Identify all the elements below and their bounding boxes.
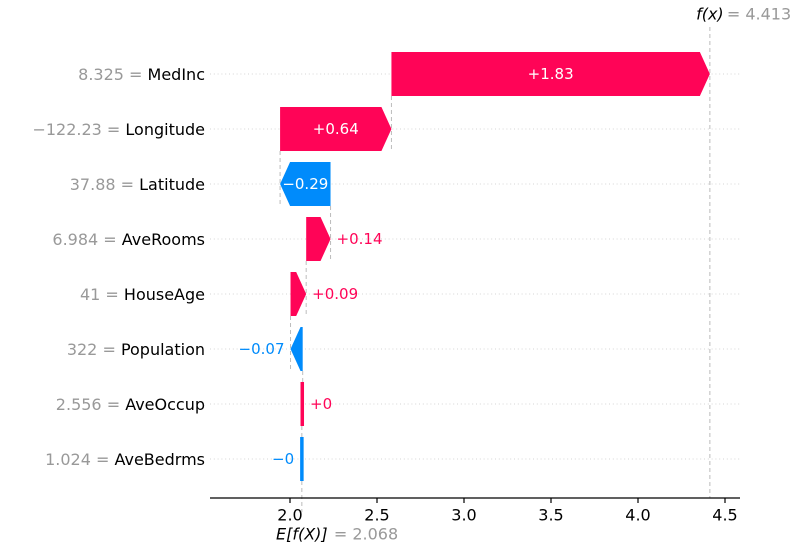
bar-HouseAge xyxy=(290,272,307,316)
bar-label-Longitude: +0.64 xyxy=(313,120,359,138)
xtick-label-4.5: 4.5 xyxy=(712,506,737,525)
bar-label-AveOccup: +0 xyxy=(310,395,332,413)
fx-value: = 4.413 xyxy=(727,5,791,24)
feature-label-AveRooms: 6.984 = AveRooms xyxy=(52,230,205,249)
base-value-value: = 2.068 xyxy=(334,525,398,544)
feature-label-HouseAge: 41 = HouseAge xyxy=(80,285,205,304)
fx-label: f(x) xyxy=(696,5,724,24)
bar-Longitude xyxy=(280,107,392,151)
bar-label-Latitude: −0.29 xyxy=(282,175,328,193)
xtick-label-3.5: 3.5 xyxy=(538,506,563,525)
xtick-label-2.5: 2.5 xyxy=(364,506,389,525)
xtick-label-4.0: 4.0 xyxy=(625,506,650,525)
bar-Population xyxy=(290,327,303,371)
feature-label-Longitude: −122.23 = Longitude xyxy=(32,120,205,139)
bar-label-Population: −0.07 xyxy=(239,340,285,358)
feature-label-MedInc: 8.325 = MedInc xyxy=(78,65,205,84)
bar-AveOccup xyxy=(300,382,305,426)
xtick-label-2.0: 2.0 xyxy=(277,506,302,525)
bar-label-AveBedrms: −0 xyxy=(272,450,294,468)
bar-label-MedInc: +1.83 xyxy=(528,65,574,83)
bar-MedInc xyxy=(391,52,710,96)
bar-Latitude xyxy=(280,162,331,206)
bar-label-HouseAge: +0.09 xyxy=(312,285,358,303)
bar-AveBedrms xyxy=(300,437,304,481)
base-value-label: E[f(X)] xyxy=(276,525,328,544)
feature-label-Latitude: 37.88 = Latitude xyxy=(70,175,205,194)
bar-AveRooms xyxy=(306,217,331,261)
feature-label-AveOccup: 2.556 = AveOccup xyxy=(56,395,205,414)
bar-label-AveRooms: +0.14 xyxy=(337,230,383,248)
feature-label-Population: 322 = Population xyxy=(67,340,205,359)
xtick-label-3.0: 3.0 xyxy=(451,506,476,525)
feature-label-AveBedrms: 1.024 = AveBedrms xyxy=(45,450,205,469)
